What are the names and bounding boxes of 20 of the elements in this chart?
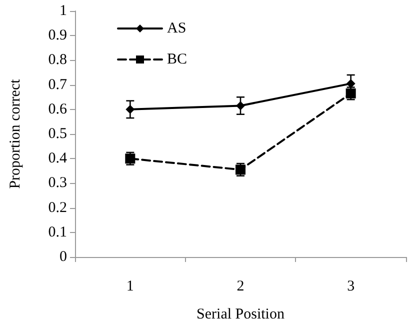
y-tick-label: 0 [60,249,67,265]
y-axis-title: Proportion correct [8,78,24,189]
y-tick-label: 0.8 [48,52,67,68]
y-tick-label: 0.9 [48,28,67,44]
y-tick-label: 0.3 [48,175,67,192]
y-tick-label: 0.4 [48,150,68,167]
x-tick-label: 1 [126,278,134,294]
x-tick-label: 2 [236,278,244,294]
point [126,104,135,114]
y-tick-label: 0.1 [48,224,67,240]
legend-label: BC [167,52,188,68]
y-tick-label: 1 [60,3,67,19]
y-tick-label: 0.6 [48,101,68,118]
x-tick-label: 3 [347,278,355,294]
legend-label: AS [167,20,186,36]
y-tick-label: 0.7 [48,76,68,93]
y-tick-label: 0.2 [48,200,67,216]
point [236,101,245,110]
x-axis-title: Serial Position [196,306,285,322]
y-tick-label: 0.5 [48,126,67,142]
